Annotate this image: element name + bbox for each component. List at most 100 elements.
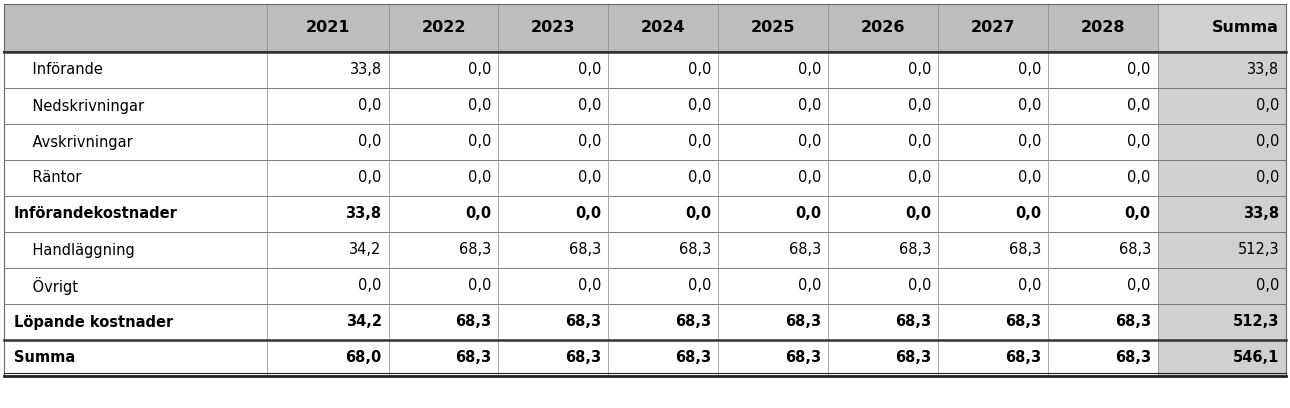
Text: 2024: 2024	[641, 20, 685, 35]
Text: 68,3: 68,3	[675, 315, 711, 330]
Text: 0,0: 0,0	[908, 135, 931, 149]
Text: 0,0: 0,0	[1127, 98, 1151, 113]
Text: Löpande kostnader: Löpande kostnader	[14, 315, 173, 330]
Text: 0,0: 0,0	[1125, 206, 1151, 222]
Text: 68,3: 68,3	[679, 242, 711, 257]
Text: 0,0: 0,0	[1255, 171, 1278, 186]
Text: 0,0: 0,0	[797, 62, 822, 78]
Bar	[4, 268, 1158, 304]
Text: 0,0: 0,0	[359, 135, 382, 149]
Bar	[1158, 4, 1286, 376]
Text: 0,0: 0,0	[797, 98, 822, 113]
Text: Summa: Summa	[14, 350, 75, 366]
Text: 546,1: 546,1	[1233, 350, 1278, 366]
Text: 0,0: 0,0	[1018, 98, 1041, 113]
Text: 0,0: 0,0	[797, 171, 822, 186]
Text: 68,3: 68,3	[895, 350, 931, 366]
Text: 0,0: 0,0	[1015, 206, 1041, 222]
Text: 68,3: 68,3	[1115, 315, 1151, 330]
Text: 33,8: 33,8	[346, 206, 382, 222]
Text: 33,8: 33,8	[1247, 62, 1278, 78]
Text: 0,0: 0,0	[1127, 279, 1151, 293]
Text: 68,3: 68,3	[459, 242, 491, 257]
Text: 0,0: 0,0	[688, 279, 711, 293]
Text: 68,3: 68,3	[569, 242, 601, 257]
Text: 34,2: 34,2	[350, 242, 382, 257]
Text: Summa: Summa	[1213, 20, 1278, 35]
Text: 68,3: 68,3	[899, 242, 931, 257]
Text: 0,0: 0,0	[904, 206, 931, 222]
Text: Avskrivningar: Avskrivningar	[14, 135, 133, 149]
Text: 0,0: 0,0	[1255, 98, 1278, 113]
Text: 2025: 2025	[751, 20, 796, 35]
Text: 0,0: 0,0	[1018, 171, 1041, 186]
Text: Införandekostnader: Införandekostnader	[14, 206, 178, 222]
Text: 0,0: 0,0	[578, 98, 601, 113]
Text: 33,8: 33,8	[1242, 206, 1278, 222]
Text: 2027: 2027	[970, 20, 1015, 35]
Text: 0,0: 0,0	[575, 206, 601, 222]
Bar	[4, 160, 1158, 196]
Text: 0,0: 0,0	[468, 135, 491, 149]
Text: 68,3: 68,3	[1005, 315, 1041, 330]
Text: 2028: 2028	[1081, 20, 1125, 35]
Text: 0,0: 0,0	[797, 135, 822, 149]
Text: 0,0: 0,0	[1018, 62, 1041, 78]
Text: 0,0: 0,0	[359, 279, 382, 293]
Text: 68,3: 68,3	[455, 315, 491, 330]
Bar	[4, 340, 1158, 376]
Text: 68,0: 68,0	[346, 350, 382, 366]
Text: Övrigt: Övrigt	[14, 277, 77, 295]
Bar	[4, 52, 1158, 88]
Text: 512,3: 512,3	[1233, 315, 1278, 330]
Text: Räntor: Räntor	[14, 171, 81, 186]
Bar	[4, 88, 1158, 124]
Text: 0,0: 0,0	[1127, 171, 1151, 186]
Text: 0,0: 0,0	[1127, 135, 1151, 149]
Text: 512,3: 512,3	[1237, 242, 1278, 257]
Bar	[4, 124, 1158, 160]
Bar	[4, 4, 1286, 52]
Text: 68,3: 68,3	[1118, 242, 1151, 257]
Text: 0,0: 0,0	[908, 171, 931, 186]
Text: 68,3: 68,3	[565, 315, 601, 330]
Text: Handläggning: Handläggning	[14, 242, 134, 257]
Bar	[4, 232, 1158, 268]
Text: 2026: 2026	[860, 20, 906, 35]
Bar	[4, 304, 1158, 340]
Text: 0,0: 0,0	[688, 135, 711, 149]
Text: 0,0: 0,0	[578, 279, 601, 293]
Text: Införande: Införande	[14, 62, 103, 78]
Text: 0,0: 0,0	[359, 98, 382, 113]
Text: 0,0: 0,0	[795, 206, 822, 222]
Text: 0,0: 0,0	[1255, 279, 1278, 293]
Text: 0,0: 0,0	[797, 279, 822, 293]
Text: 0,0: 0,0	[908, 279, 931, 293]
Text: 0,0: 0,0	[908, 62, 931, 78]
Text: 68,3: 68,3	[1115, 350, 1151, 366]
Text: 2021: 2021	[306, 20, 350, 35]
Text: 68,3: 68,3	[786, 350, 822, 366]
Text: 34,2: 34,2	[346, 315, 382, 330]
Text: 0,0: 0,0	[578, 135, 601, 149]
Text: 0,0: 0,0	[908, 98, 931, 113]
Text: 0,0: 0,0	[359, 171, 382, 186]
Text: 0,0: 0,0	[688, 62, 711, 78]
Text: 0,0: 0,0	[1127, 62, 1151, 78]
Text: 0,0: 0,0	[688, 171, 711, 186]
Text: 2022: 2022	[422, 20, 466, 35]
Text: 0,0: 0,0	[466, 206, 491, 222]
Text: 0,0: 0,0	[468, 279, 491, 293]
Bar	[4, 196, 1158, 232]
Text: 68,3: 68,3	[786, 315, 822, 330]
Text: 0,0: 0,0	[578, 62, 601, 78]
Text: 0,0: 0,0	[468, 171, 491, 186]
Text: 0,0: 0,0	[468, 62, 491, 78]
Text: 68,3: 68,3	[675, 350, 711, 366]
Text: 0,0: 0,0	[1018, 279, 1041, 293]
Text: Nedskrivningar: Nedskrivningar	[14, 98, 144, 113]
Text: 0,0: 0,0	[1018, 135, 1041, 149]
Text: 68,3: 68,3	[1009, 242, 1041, 257]
Text: 68,3: 68,3	[895, 315, 931, 330]
Text: 68,3: 68,3	[565, 350, 601, 366]
